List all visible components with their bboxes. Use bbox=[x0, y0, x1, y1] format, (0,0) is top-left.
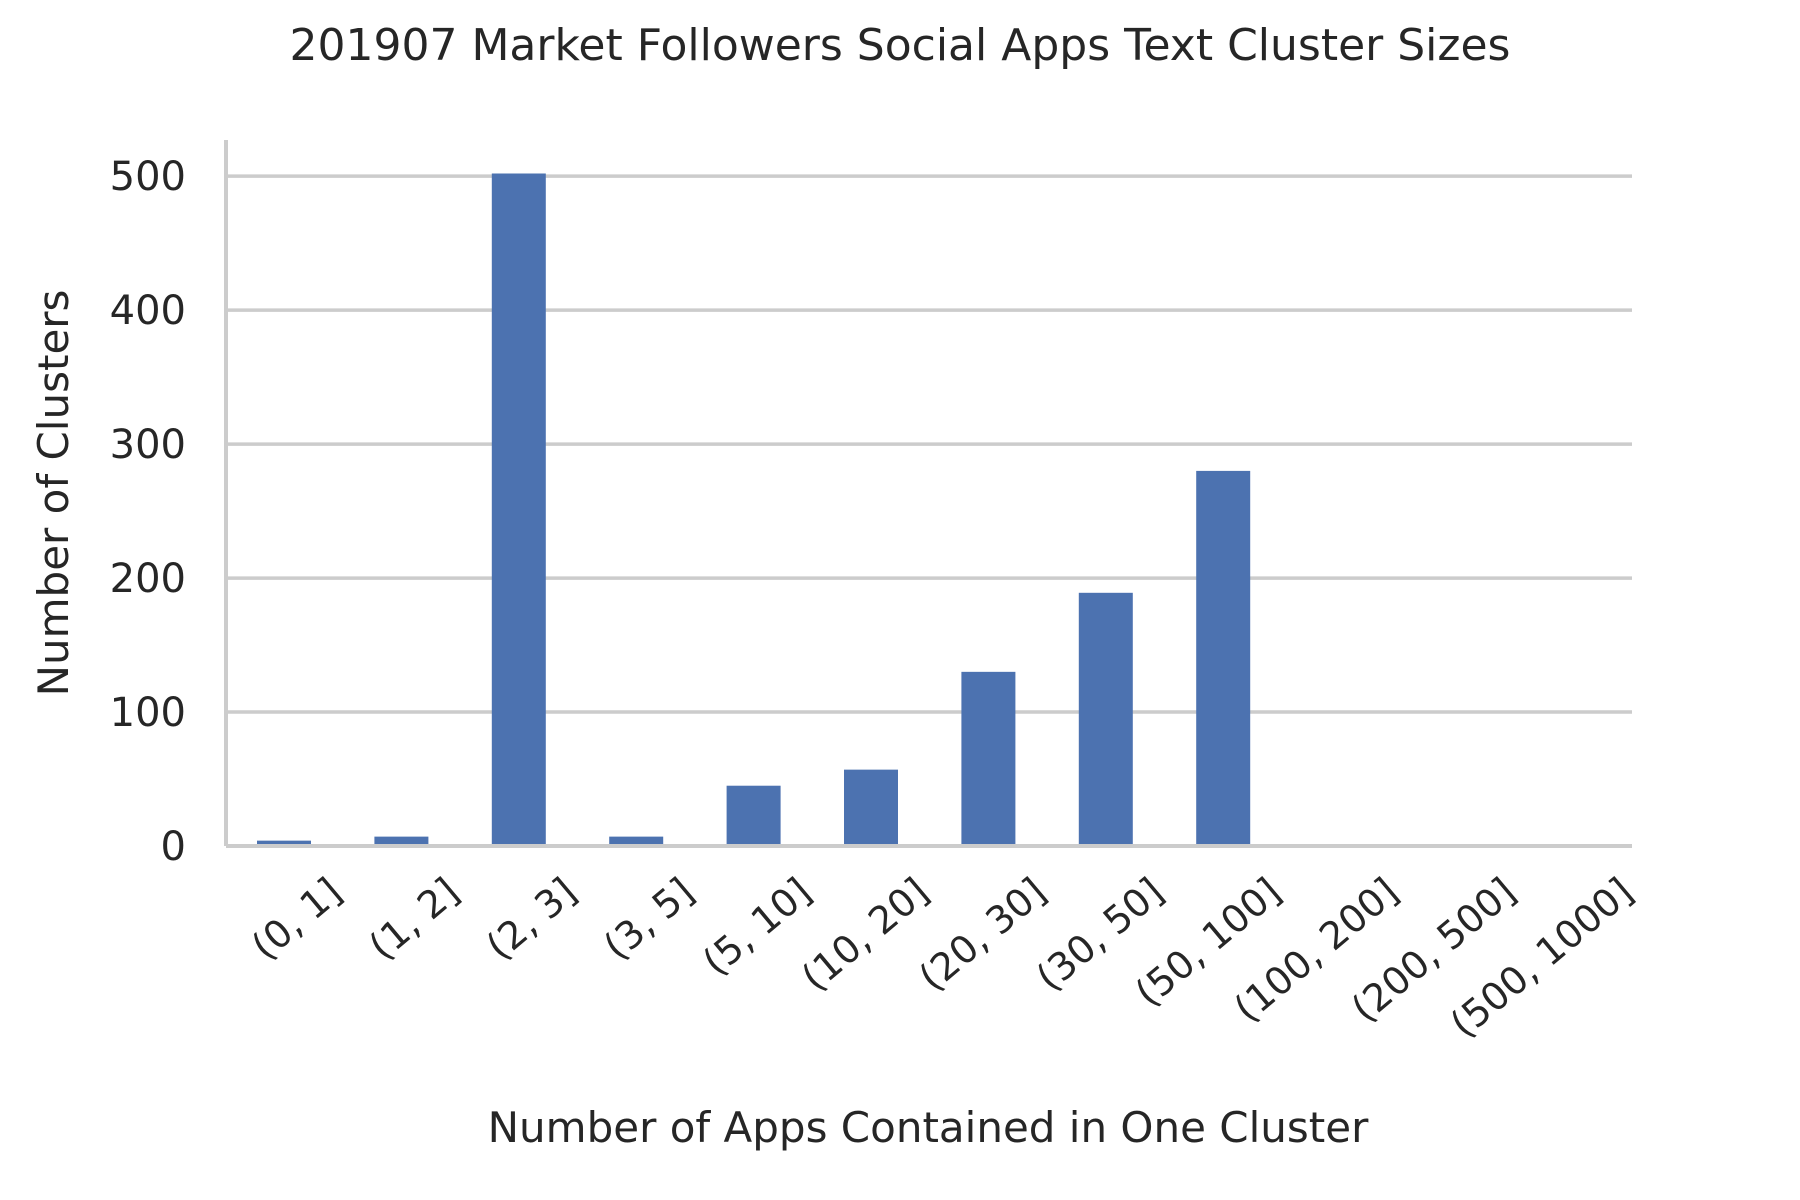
y-tick-label: 200 bbox=[110, 556, 186, 602]
y-tick-label: 100 bbox=[110, 690, 186, 736]
bar bbox=[609, 836, 664, 846]
bars-layer bbox=[257, 173, 1251, 846]
x-tick-labels: (0, 1] (1, 2] (2, 3] (3, 5](5, 10](10, 20](… bbox=[243, 869, 1641, 1046]
axes-layer bbox=[224, 140, 1632, 848]
y-axis-label: Number of Clusters bbox=[29, 290, 78, 697]
x-tick-label: (1, 2] bbox=[361, 869, 468, 968]
x-tick-label: (20, 30] bbox=[911, 869, 1055, 999]
bar bbox=[726, 785, 781, 846]
y-tick-labels: 0 100 200 300 400 500 bbox=[110, 154, 186, 870]
bar bbox=[961, 671, 1016, 846]
bar bbox=[1078, 592, 1133, 846]
bar bbox=[844, 769, 898, 846]
x-tick-label: (2, 3] bbox=[478, 869, 585, 968]
y-tick-label: 300 bbox=[110, 422, 186, 468]
bar bbox=[491, 173, 546, 846]
bar bbox=[257, 840, 311, 846]
chart-title: 201907 Market Followers Social Apps Text… bbox=[290, 20, 1511, 71]
grid-layer bbox=[226, 174, 1632, 714]
bar bbox=[374, 836, 429, 846]
y-tick-label: 400 bbox=[110, 288, 186, 334]
y-tick-label: 0 bbox=[161, 824, 186, 870]
x-axis-label: Number of Apps Contained in One Cluster bbox=[488, 1103, 1369, 1152]
x-tick-label: (3, 5] bbox=[595, 869, 702, 968]
x-tick-label: (10, 20] bbox=[793, 869, 937, 999]
bar bbox=[1196, 470, 1251, 846]
y-tick-label: 500 bbox=[110, 154, 186, 200]
x-tick-label: (0, 1] bbox=[243, 869, 350, 968]
